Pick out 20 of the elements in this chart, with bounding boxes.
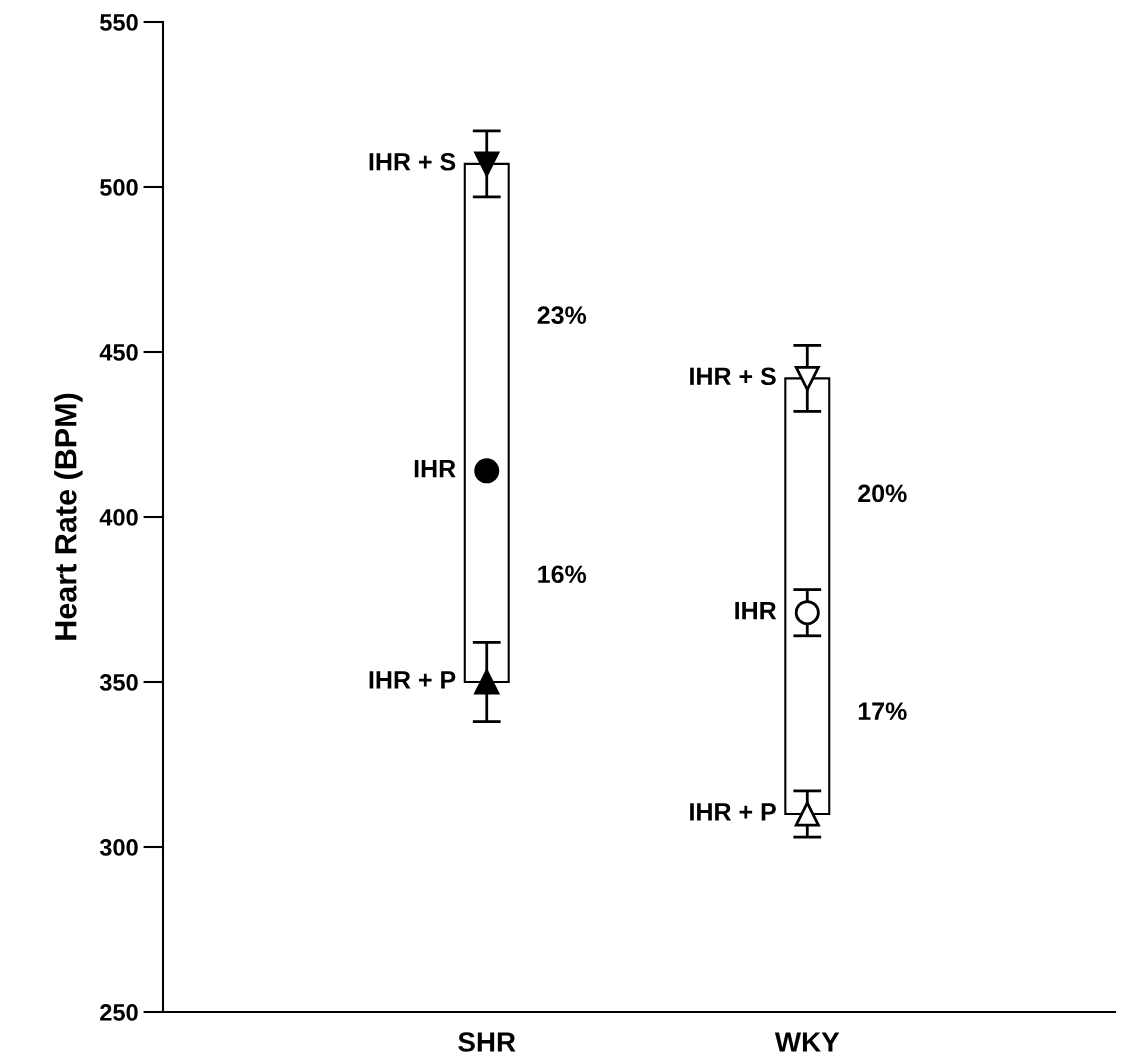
- x-tick-label: WKY: [774, 1032, 840, 1052]
- text: IHR + P: [369, 671, 456, 689]
- y-tick-label: 450: [99, 344, 138, 361]
- annotation: 17%: [858, 702, 907, 721]
- y-tick-label: 250: [100, 1004, 138, 1021]
- y-tick-label: 400: [99, 509, 138, 526]
- y-tick-label: 300: [99, 839, 138, 856]
- y-tick-label: 550: [100, 14, 138, 31]
- text: IHR + S: [369, 152, 456, 171]
- series-label: IHR + P: [690, 803, 776, 821]
- y-tick-label: 350: [99, 674, 138, 691]
- series-label: IHR: [735, 601, 777, 620]
- text: IHR: [414, 460, 456, 478]
- annotation: 23%: [537, 306, 587, 325]
- annotation: 20%: [858, 484, 907, 503]
- y-axis-title: Heart Rate (BPM): [54, 393, 83, 640]
- y-tick-label: 500: [100, 179, 138, 196]
- annotation: 16%: [538, 565, 587, 584]
- x-tick-label: SHR: [458, 1032, 516, 1052]
- series-label: IHR + S: [690, 367, 776, 386]
